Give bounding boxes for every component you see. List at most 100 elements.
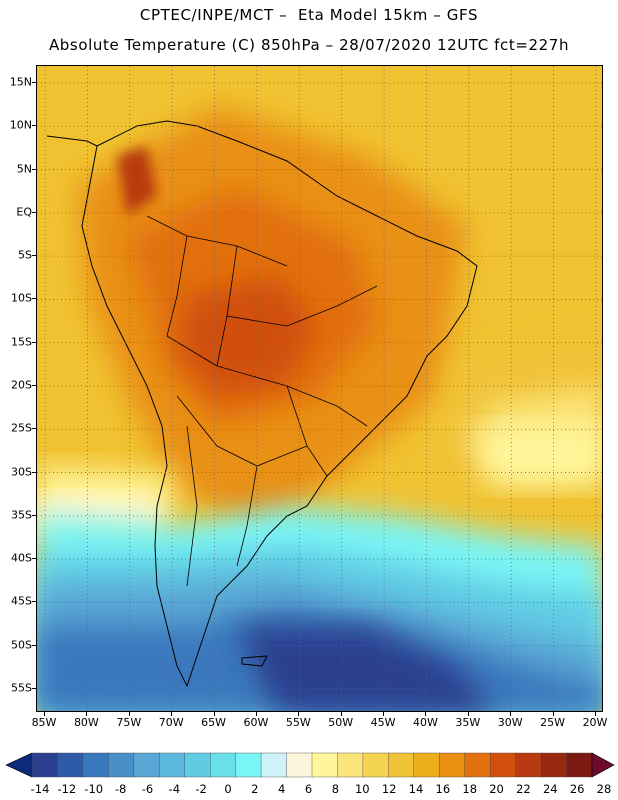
colorbar-swatch bbox=[108, 752, 135, 778]
country-border-3 bbox=[216, 365, 368, 427]
colorbar-tick-label: 20 bbox=[489, 782, 504, 796]
lon-label: 75W bbox=[116, 716, 142, 729]
lon-tick bbox=[298, 712, 300, 716]
lat-label: 50S bbox=[11, 638, 32, 652]
lat-tick bbox=[32, 298, 36, 300]
lat-label: 10N bbox=[9, 118, 32, 132]
lat-label: 40S bbox=[11, 551, 32, 565]
map-title-line1: CPTEC/INPE/MCT – Eta Model 15km – GFS bbox=[139, 6, 479, 24]
colorbar-tick-label: -14 bbox=[30, 782, 50, 796]
colorbar-tick-label: 14 bbox=[408, 782, 424, 796]
colorbar-tick-label: 2 bbox=[251, 782, 259, 796]
lat-label: 10S bbox=[11, 291, 32, 305]
colorbar-under-arrow bbox=[5, 752, 33, 778]
colorbar-swatch bbox=[439, 752, 466, 778]
lon-tick bbox=[128, 712, 130, 716]
temperature-field bbox=[37, 66, 602, 711]
lon-label: 60W bbox=[243, 716, 269, 729]
lon-label: 35W bbox=[455, 716, 481, 729]
lon-label: 80W bbox=[73, 716, 99, 729]
lat-tick bbox=[32, 341, 36, 343]
colorbar-swatch bbox=[464, 752, 491, 778]
colorbar-swatch bbox=[31, 752, 59, 778]
lon-label: 40W bbox=[413, 716, 438, 729]
colorbar-swatch bbox=[413, 752, 440, 778]
colorbar-swatch bbox=[515, 752, 542, 778]
colorbar-tick-label: 12 bbox=[381, 782, 397, 796]
lon-tick bbox=[383, 712, 385, 716]
lon-label: 45W bbox=[370, 716, 396, 729]
country-border-7 bbox=[176, 395, 308, 467]
colorbar-tick-label: -4 bbox=[168, 782, 181, 796]
lon-tick bbox=[552, 712, 554, 716]
lat-tick bbox=[32, 644, 36, 646]
colorbar-tick-label: -8 bbox=[114, 782, 127, 796]
colorbar-swatch bbox=[159, 752, 186, 778]
lat-label: 25S bbox=[11, 421, 32, 435]
colorbar-swatch bbox=[82, 752, 110, 778]
colorbar-swatch bbox=[133, 752, 160, 778]
lat-tick bbox=[32, 385, 36, 386]
lat-tick bbox=[32, 558, 36, 560]
lon-label: 20W bbox=[582, 716, 608, 729]
coastline-south-america bbox=[81, 120, 478, 688]
lon-tick bbox=[510, 712, 512, 716]
country-border-1 bbox=[166, 235, 188, 337]
colorbar-swatch bbox=[540, 752, 568, 778]
coastline-falklands bbox=[241, 655, 268, 667]
lon-label: 50W bbox=[328, 716, 354, 729]
colorbar-tick-label: 16 bbox=[435, 782, 451, 796]
lat-label: 35S bbox=[11, 508, 32, 522]
lon-tick bbox=[86, 712, 88, 716]
lat-tick bbox=[32, 601, 36, 603]
colorbar-swatch bbox=[286, 752, 313, 778]
colorbar-swatch bbox=[57, 752, 84, 778]
colorbar-tick-label: 0 bbox=[224, 782, 232, 796]
lat-label: 15N bbox=[9, 75, 32, 89]
lon-tick bbox=[467, 712, 469, 716]
lat-tick bbox=[32, 514, 36, 516]
lon-label: 85W bbox=[31, 716, 57, 729]
colorbar-swatch bbox=[388, 752, 415, 778]
country-border-9 bbox=[236, 465, 258, 567]
temperature-map bbox=[36, 65, 603, 712]
lat-tick bbox=[32, 125, 36, 127]
colorbar-swatch bbox=[235, 752, 262, 778]
colorbar-tick-label: 10 bbox=[354, 782, 370, 796]
colorbar-tick-label: 26 bbox=[569, 782, 585, 796]
lon-label: 30W bbox=[497, 716, 523, 729]
colorbar-tick-label: 22 bbox=[516, 782, 531, 796]
colorbar-tick-label: -10 bbox=[84, 782, 104, 796]
lat-label: EQ bbox=[16, 205, 32, 219]
colorbar-swatch bbox=[362, 752, 390, 778]
lat-tick bbox=[32, 471, 36, 473]
lon-label: 70W bbox=[158, 716, 184, 729]
country-border-4 bbox=[166, 335, 218, 367]
lon-label: 25W bbox=[540, 716, 566, 729]
colorbar-swatch bbox=[184, 752, 211, 778]
lat-label: 45S bbox=[11, 594, 32, 608]
lon-tick bbox=[255, 712, 257, 716]
lat-label: 20S bbox=[11, 378, 32, 392]
colorbar-swatch bbox=[489, 752, 517, 778]
lon-tick bbox=[425, 712, 427, 716]
colorbar-swatch bbox=[260, 752, 288, 778]
lon-tick bbox=[44, 712, 45, 716]
lat-tick bbox=[32, 428, 36, 430]
colorbar-tick-label: -6 bbox=[141, 782, 154, 796]
lat-tick bbox=[32, 168, 36, 170]
country-border-0 bbox=[146, 215, 288, 267]
colorbar-tick-label: -2 bbox=[195, 782, 207, 796]
lon-label: 55W bbox=[285, 716, 311, 729]
coastline-central-america bbox=[46, 135, 98, 147]
colorbar-over-arrow bbox=[591, 752, 615, 778]
temperature-colorbar bbox=[5, 752, 615, 778]
colorbar-tick-label: 24 bbox=[542, 782, 558, 796]
colorbar-tick-label: 4 bbox=[278, 782, 286, 796]
colorbar-tick-label: -12 bbox=[57, 782, 77, 796]
lat-label: 5S bbox=[18, 248, 32, 262]
lon-tick bbox=[171, 712, 173, 716]
colorbar-tick-label: 18 bbox=[462, 782, 478, 796]
colorbar-tick-label: 8 bbox=[331, 782, 340, 796]
country-border-8 bbox=[186, 425, 198, 587]
